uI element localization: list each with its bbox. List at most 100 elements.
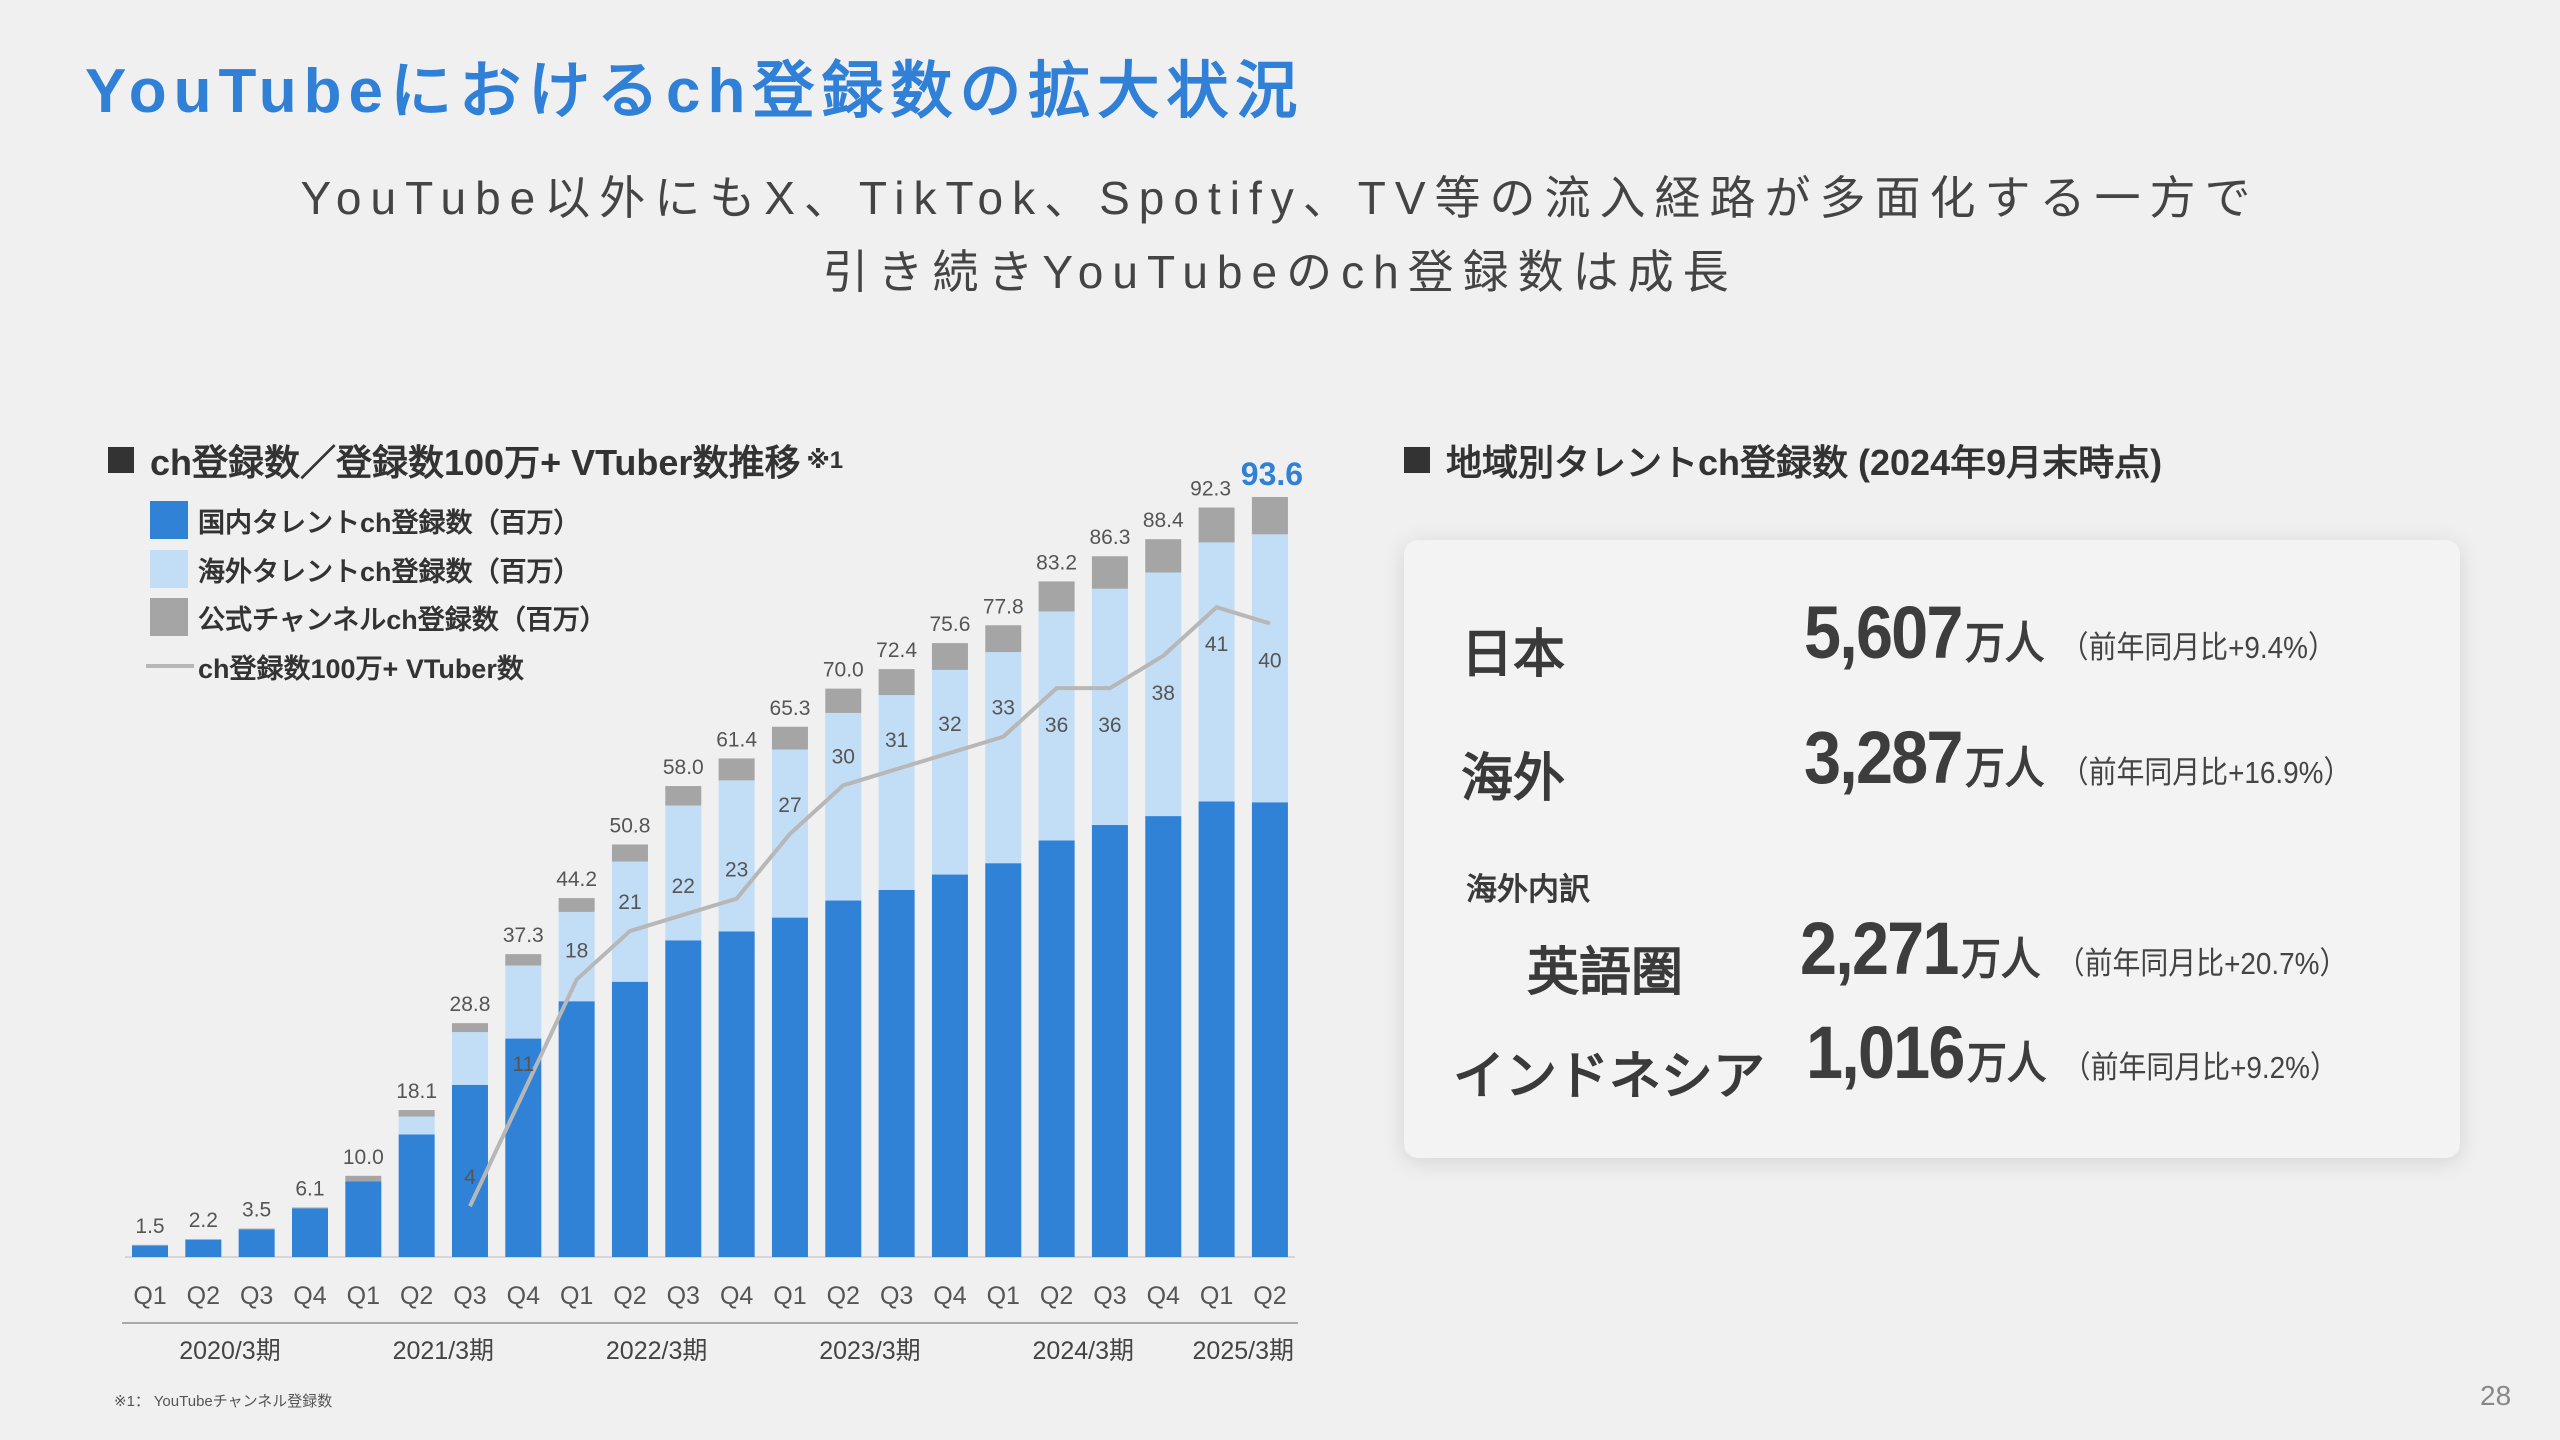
quarter-tick-label: Q4	[293, 1282, 326, 1310]
total-label: 93.6	[1241, 456, 1303, 492]
bar-segment-official	[238, 1228, 275, 1230]
bar-segment-domestic	[718, 931, 755, 1257]
unit: 万人	[1967, 1039, 2047, 1088]
yoy: （前年同月比+9.2%）	[2062, 1050, 2338, 1085]
square-bullet-icon	[108, 447, 134, 473]
bar-segment-domestic	[771, 917, 808, 1257]
quarter-tick-label: Q1	[987, 1282, 1020, 1310]
total-label: 50.8	[610, 815, 651, 838]
region-heading-text: 地域別タレントch登録数 (2024年9月末時点)	[1446, 442, 2163, 483]
chart-heading: ch登録数／登録数100万+ VTuber数推移 ※1	[108, 434, 843, 486]
bar-segment-official	[398, 1110, 435, 1117]
region-value-english: 2,271 万人 （前年同月比+20.7%）	[1800, 906, 2347, 991]
total-label: 28.8	[450, 993, 491, 1016]
total-label: 86.3	[1090, 526, 1131, 549]
period-label: 2022/3期	[606, 1337, 707, 1365]
bar-segment-domestic	[345, 1181, 382, 1257]
total-label: 6.1	[295, 1177, 324, 1200]
total-label: 72.4	[876, 639, 917, 662]
region-heading: 地域別タレントch登録数 (2024年9月末時点)	[1404, 434, 2162, 486]
vtuber-count-label: 30	[832, 745, 855, 768]
total-label: 1.5	[135, 1215, 164, 1238]
vtuber-count-label: 33	[992, 697, 1015, 720]
region-value-indonesia: 1,016 万人 （前年同月比+9.2%）	[1806, 1010, 2338, 1095]
vtuber-count-label: 36	[1098, 714, 1121, 737]
bar-segment-official	[558, 898, 595, 912]
bar-segment-domestic	[505, 1038, 542, 1257]
period-label: 2021/3期	[393, 1337, 494, 1365]
bar-segment-overseas	[611, 861, 648, 982]
unit: 万人	[1961, 935, 2041, 984]
period-label: 2024/3期	[1033, 1337, 1134, 1365]
subtitle-line-1: YouTube以外にもX、TikTok、Spotify、TV等の流入経路が多面化…	[300, 172, 2260, 224]
vtuber-count-label: 18	[565, 940, 588, 963]
bar-segment-domestic	[238, 1229, 275, 1257]
vtuber-count-label: 4	[464, 1166, 476, 1189]
yoy: （前年同月比+16.9%）	[2060, 755, 2352, 790]
vtuber-count-label: 32	[938, 713, 961, 736]
value: 2,271	[1800, 907, 1959, 990]
bar-segment-overseas	[558, 911, 595, 1002]
legend-item-domestic: 国内タレントch登録数（百万）	[150, 500, 581, 540]
bar-segment-domestic	[451, 1084, 488, 1257]
bar-segment-official	[345, 1175, 382, 1182]
total-label: 10.0	[343, 1146, 384, 1169]
total-label: 61.4	[716, 728, 757, 751]
legend-swatch-official	[150, 598, 188, 636]
quarter-tick-label: Q3	[880, 1282, 913, 1310]
bar-segment-domestic	[665, 940, 702, 1257]
quarter-tick-label: Q2	[187, 1282, 220, 1310]
bar-segment-official	[451, 1023, 488, 1033]
quarter-tick-label: Q4	[507, 1282, 540, 1310]
vtuber-count-label: 40	[1258, 649, 1281, 672]
vtuber-count-label: 41	[1205, 633, 1228, 656]
bar-segment-official	[718, 758, 755, 781]
unit: 万人	[1965, 744, 2045, 793]
bar-segment-overseas	[1251, 534, 1288, 803]
period-label: 2025/3期	[1193, 1337, 1294, 1365]
quarter-tick-label: Q2	[400, 1282, 433, 1310]
bar-segment-official	[985, 625, 1022, 653]
bar-segment-official	[185, 1239, 222, 1240]
vtuber-count-label: 21	[618, 891, 641, 914]
bar-segment-domestic	[1198, 801, 1235, 1257]
total-label: 2.2	[189, 1209, 218, 1232]
bar-segment-overseas	[985, 652, 1022, 864]
bar-segment-overseas	[1038, 611, 1075, 841]
quarter-tick-label: Q2	[613, 1282, 646, 1310]
quarter-tick-label: Q3	[1093, 1282, 1126, 1310]
bar-segment-domestic	[185, 1239, 222, 1257]
quarter-tick-label: Q4	[1147, 1282, 1180, 1310]
chart-heading-text: ch登録数／登録数100万+ VTuber数推移	[150, 442, 801, 483]
bar-segment-domestic	[398, 1134, 435, 1257]
bar-segment-official	[665, 786, 702, 806]
total-label: 70.0	[823, 659, 864, 682]
square-bullet-icon	[1404, 447, 1430, 473]
bar-segment-domestic	[931, 874, 968, 1257]
legend-swatch-overseas	[150, 550, 188, 588]
region-value-overseas: 3,287 万人 （前年同月比+16.9%）	[1804, 715, 2351, 800]
chart-heading-note: ※1	[806, 446, 844, 474]
page-title: YouTubeにおけるch登録数の拡大状況	[85, 57, 1305, 126]
vtuber-count-label: 11	[512, 1053, 534, 1076]
bar-segment-official	[291, 1207, 328, 1209]
quarter-tick-label: Q4	[933, 1282, 966, 1310]
quarter-tick-label: Q3	[453, 1282, 486, 1310]
value: 1,016	[1806, 1011, 1965, 1094]
total-label: 37.3	[503, 924, 544, 947]
yoy: （前年同月比+9.4%）	[2060, 630, 2336, 665]
total-label: 18.1	[396, 1080, 437, 1103]
bar-segment-overseas	[878, 695, 915, 890]
bar-segment-overseas	[398, 1116, 435, 1135]
region-value-japan: 5,607 万人 （前年同月比+9.4%）	[1804, 590, 2336, 675]
vtuber-count-label: 27	[778, 794, 801, 817]
region-card	[1404, 540, 2460, 1158]
bar-segment-domestic	[611, 981, 648, 1257]
vtuber-count-label: 36	[1045, 714, 1068, 737]
quarter-tick-label: Q4	[720, 1282, 753, 1310]
total-label: 3.5	[242, 1199, 271, 1222]
legend-swatch-domestic	[150, 501, 188, 539]
value: 5,607	[1804, 591, 1963, 674]
period-label: 2020/3期	[179, 1337, 280, 1365]
quarter-tick-label: Q1	[560, 1282, 593, 1310]
